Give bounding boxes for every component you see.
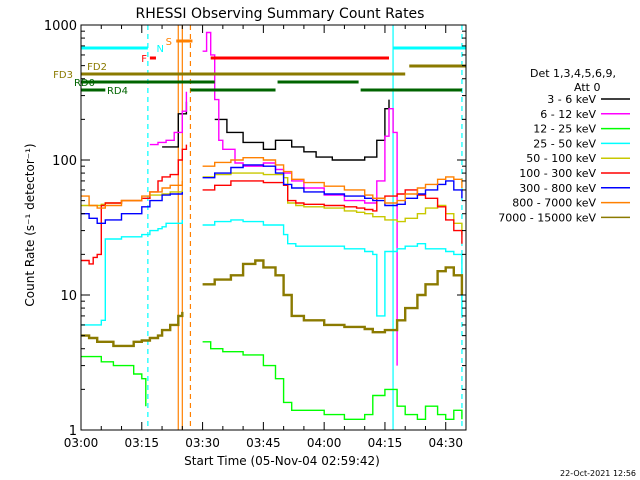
state-label-s: S	[166, 37, 172, 48]
x-tick-label: 03:15	[124, 436, 159, 450]
legend-label-2: 12 - 25 keV	[533, 123, 596, 136]
state-label-n: N	[157, 44, 164, 55]
series-line-6	[81, 164, 463, 224]
y-axis-label: Count Rate (s⁻¹ detector⁻¹)	[23, 143, 37, 306]
x-tick-label: 04:30	[428, 436, 463, 450]
series-line-0	[162, 99, 390, 161]
legend-label-0: 3 - 6 keV	[547, 93, 596, 106]
legend-label-3: 25 - 50 keV	[533, 137, 596, 150]
plot-frame	[80, 24, 467, 431]
legend-label-6: 300 - 800 keV	[519, 182, 596, 195]
y-tick-label: 1	[69, 424, 77, 439]
plot-area	[81, 25, 466, 430]
state-label-rd4: RD4	[107, 86, 128, 97]
detector-info-line-2: Att 0	[574, 81, 600, 94]
state-label-rd0: RD0	[74, 78, 95, 89]
legend-label-4: 50 - 100 keV	[526, 152, 596, 165]
x-tick-label: 04:15	[368, 436, 403, 450]
y-tick-label: 100	[52, 154, 77, 169]
legend-label-1: 6 - 12 keV	[540, 108, 596, 121]
state-label-fd3: FD3	[53, 70, 73, 81]
state-label-f: F	[141, 54, 147, 65]
legend-label-5: 100 - 300 keV	[519, 167, 596, 180]
x-tick-label: 04:00	[307, 436, 342, 450]
x-axis-label: Start Time (05-Nov-04 02:59:42)	[184, 454, 380, 468]
detector-info-line-1: Det 1,3,4,5,6,9,	[530, 67, 616, 80]
series-line-2	[81, 341, 463, 420]
series-line-3	[81, 219, 463, 326]
chart-title: RHESSI Observing Summary Count Rates	[136, 6, 425, 22]
x-tick-label: 03:00	[64, 436, 99, 450]
series-line-8	[81, 259, 464, 348]
legend-label-7: 800 - 7000 keV	[512, 197, 596, 210]
x-tick-label: 03:30	[185, 436, 220, 450]
state-label-fd2: FD2	[87, 62, 107, 73]
date-stamp: 22-Oct-2021 12:56	[560, 469, 636, 478]
y-tick-label: 1000	[44, 19, 77, 34]
x-tick-label: 03:45	[246, 436, 281, 450]
series-line-7	[81, 157, 463, 209]
y-tick-label: 10	[60, 289, 77, 304]
legend-label-8: 7000 - 15000 keV	[498, 211, 596, 224]
